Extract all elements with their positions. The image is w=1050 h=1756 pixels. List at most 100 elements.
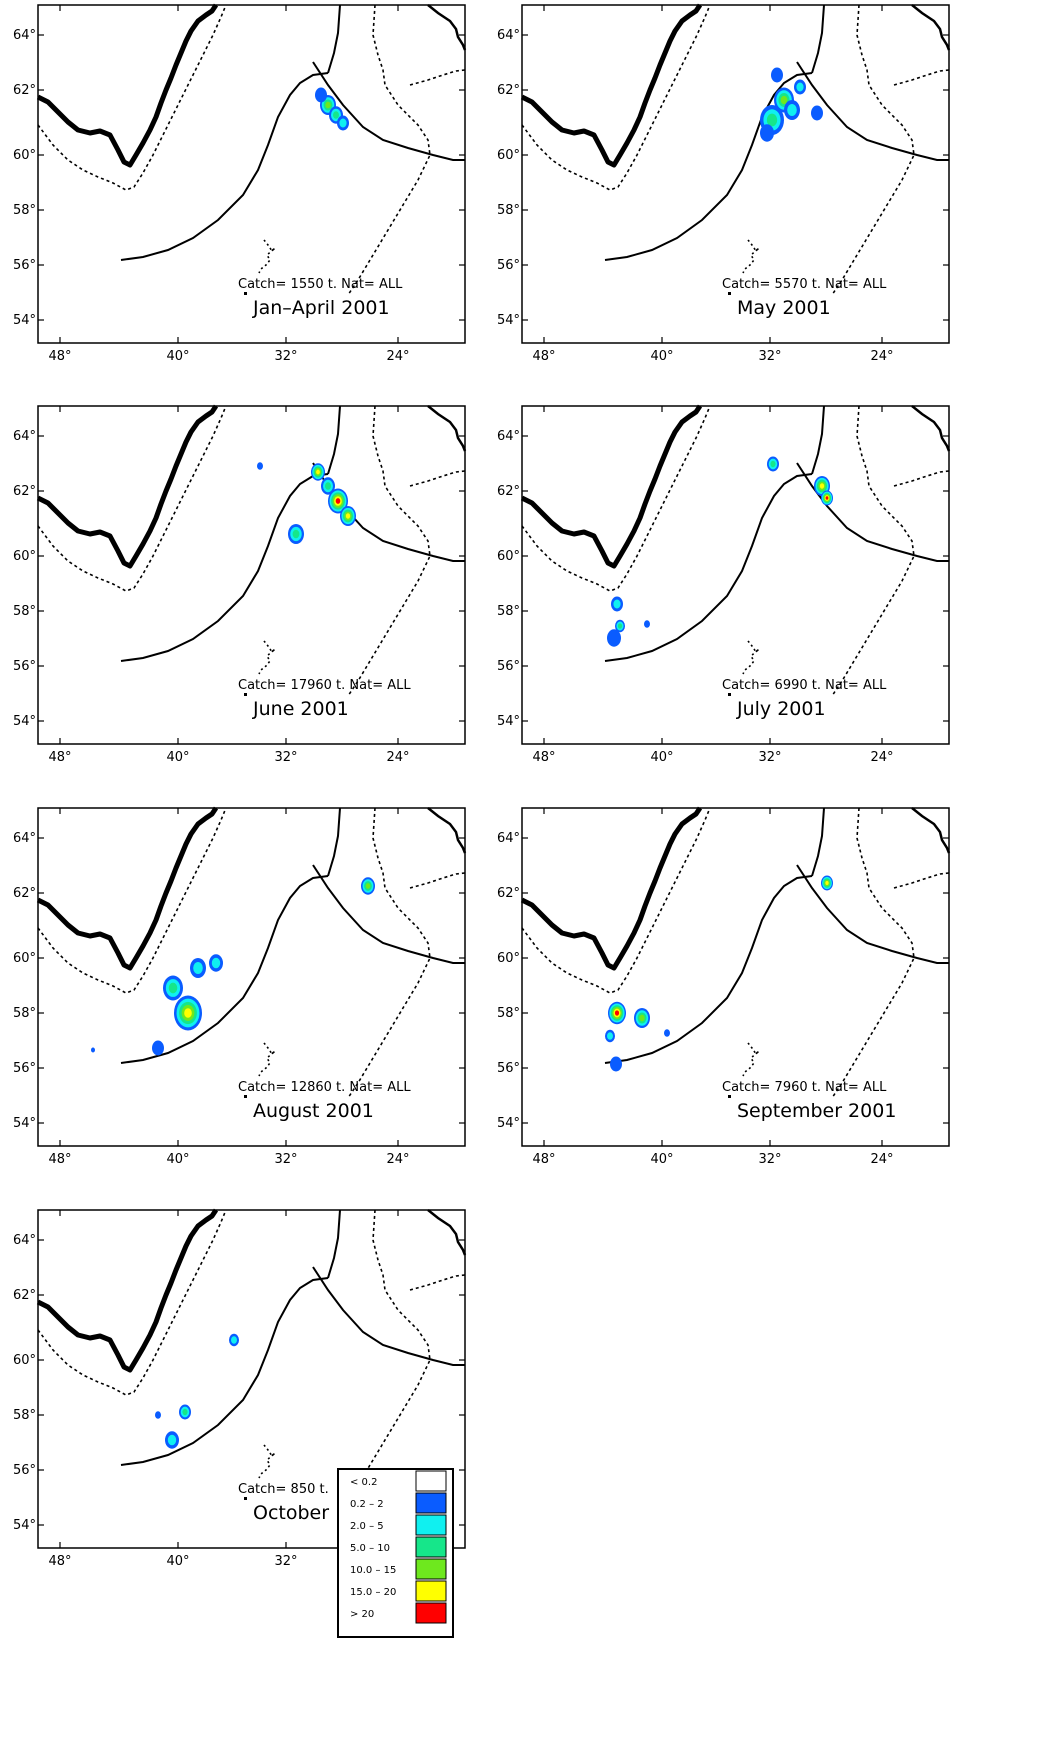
ridge-boundary-dotted bbox=[347, 1209, 431, 1501]
catch-density-patch bbox=[825, 880, 829, 886]
nafo-boundary-line bbox=[120, 1277, 329, 1466]
map-svg: 64° 62° 60° 58° 56° 54° 48° 40° 32° 24° Catch= 796… bbox=[497, 806, 951, 1167]
lat-label: 60° bbox=[13, 1353, 36, 1368]
catch-density-patch bbox=[325, 482, 331, 490]
lat-label: 58° bbox=[13, 203, 36, 218]
catch-density-patch bbox=[639, 1014, 645, 1022]
map-panel: 64°62°60°58°56°54°48°40°32°24°Catch= 850… bbox=[0, 1205, 476, 1638]
greenland-coastline bbox=[36, 806, 219, 971]
iceland-coastline bbox=[911, 405, 951, 452]
legend: < 0.2 0.2 – 2 2.0 – 5 5.0 – 10 10.0 – 15 15.0… bbox=[337, 1468, 454, 1638]
lon-label: 24° bbox=[386, 1152, 409, 1167]
seamount-markers bbox=[258, 1444, 276, 1479]
catch-density-patch bbox=[780, 95, 788, 105]
seamount-markers bbox=[258, 640, 276, 675]
catch-density-patch bbox=[825, 496, 829, 500]
lat-label: 58° bbox=[497, 203, 520, 218]
lon-label: 40° bbox=[166, 1152, 189, 1167]
eez-boundary-dotted bbox=[37, 4, 227, 191]
panel-title: August 2001 bbox=[253, 1100, 374, 1122]
lat-label: 62° bbox=[13, 886, 36, 901]
lat-label: 60° bbox=[13, 148, 36, 163]
lat-label: 56° bbox=[497, 258, 520, 273]
iceland-coastline bbox=[911, 807, 951, 854]
greenland-coastline bbox=[520, 404, 703, 569]
lat-label: 58° bbox=[13, 604, 36, 619]
eez-boundary-dotted bbox=[521, 405, 711, 592]
lat-label: 58° bbox=[497, 1006, 520, 1021]
eez-boundary-dotted bbox=[521, 807, 711, 994]
lat-label: 60° bbox=[13, 951, 36, 966]
iceland-boundary-dotted bbox=[893, 69, 950, 86]
iceland-boundary-dotted bbox=[893, 470, 950, 487]
catch-density-patch bbox=[607, 1032, 613, 1040]
catch-density-patch bbox=[796, 82, 804, 92]
iceland-eez-line bbox=[312, 1266, 465, 1366]
iceland-boundary-dotted bbox=[893, 872, 950, 889]
catch-density-patch bbox=[168, 982, 178, 994]
legend-swatch bbox=[415, 1492, 447, 1514]
catch-density-patch bbox=[766, 113, 778, 127]
catch-density-patch bbox=[345, 513, 351, 519]
nafo-boundary-line bbox=[120, 875, 329, 1064]
ridge-boundary-dotted bbox=[347, 405, 431, 697]
iceland-boundary-dotted bbox=[409, 470, 466, 487]
lon-label: 32° bbox=[274, 349, 297, 364]
legend-label: > 20 bbox=[350, 1609, 374, 1620]
island-mark bbox=[728, 693, 731, 696]
ridge-boundary-dotted bbox=[831, 4, 915, 296]
catch-summary: Catch= 12860 t. Nat= ALL bbox=[238, 1080, 411, 1095]
panel-title: Jan–April 2001 bbox=[252, 297, 390, 319]
iceland-coastline bbox=[427, 1209, 467, 1256]
greenland-eez-line bbox=[811, 405, 825, 475]
lat-label: 54° bbox=[13, 1518, 36, 1533]
island-mark bbox=[244, 1095, 247, 1098]
catch-density-patch bbox=[155, 1411, 161, 1419]
lat-label: 56° bbox=[13, 659, 36, 674]
map-panel: 64° 62° 60° 58° 56° 54° 48° 40° 32° 24° Catch= 699… bbox=[484, 401, 960, 771]
catch-density-patch bbox=[315, 87, 327, 103]
legend-swatch bbox=[415, 1536, 447, 1558]
catch-density-patch bbox=[607, 629, 621, 647]
lat-label: 56° bbox=[13, 1463, 36, 1478]
greenland-eez-line bbox=[327, 405, 341, 475]
iceland-boundary-dotted bbox=[409, 872, 466, 889]
catch-density-patch bbox=[257, 462, 263, 470]
panel-title: July 2001 bbox=[736, 698, 826, 720]
lon-label: 40° bbox=[650, 750, 673, 765]
iceland-eez-line bbox=[796, 864, 949, 964]
greenland-coastline bbox=[36, 1208, 219, 1373]
lon-label: 32° bbox=[758, 750, 781, 765]
island-mark bbox=[244, 1497, 247, 1500]
catch-density-patch bbox=[211, 957, 221, 969]
lat-label: 56° bbox=[13, 1061, 36, 1076]
greenland-eez-line bbox=[811, 807, 825, 877]
catch-density-patch bbox=[193, 962, 203, 974]
catch-density-patch bbox=[333, 111, 339, 119]
lat-label: 60° bbox=[497, 549, 520, 564]
legend-swatch bbox=[415, 1602, 447, 1624]
panel-title: October bbox=[253, 1502, 329, 1524]
catch-density-patch bbox=[771, 67, 783, 83]
catch-density-patch bbox=[91, 1047, 95, 1053]
iceland-coastline bbox=[427, 807, 467, 854]
lon-label: 32° bbox=[274, 750, 297, 765]
nafo-boundary-line bbox=[604, 473, 813, 662]
nafo-boundary-line bbox=[604, 72, 813, 261]
catch-density-patch bbox=[231, 1336, 237, 1344]
map-panel: 64° 62° 60° 58° 56° 54° 48° 40° 32° 24° Catch= 557… bbox=[484, 0, 960, 370]
catch-summary: Catch= 6990 t. Nat= ALL bbox=[722, 678, 887, 693]
lat-label: 64° bbox=[497, 28, 520, 43]
lon-label: 32° bbox=[758, 349, 781, 364]
ridge-boundary-dotted bbox=[347, 807, 431, 1099]
catch-density-patch bbox=[770, 460, 776, 468]
nafo-boundary-line bbox=[120, 473, 329, 662]
map-frame bbox=[37, 4, 466, 344]
catch-density-patch bbox=[325, 101, 331, 109]
lat-label: 56° bbox=[13, 258, 36, 273]
catch-density-patch bbox=[819, 483, 825, 489]
panel-title: May 2001 bbox=[737, 297, 831, 319]
lat-label: 58° bbox=[13, 1006, 36, 1021]
legend-label: < 0.2 bbox=[350, 1477, 377, 1488]
legend-swatch bbox=[415, 1558, 447, 1580]
